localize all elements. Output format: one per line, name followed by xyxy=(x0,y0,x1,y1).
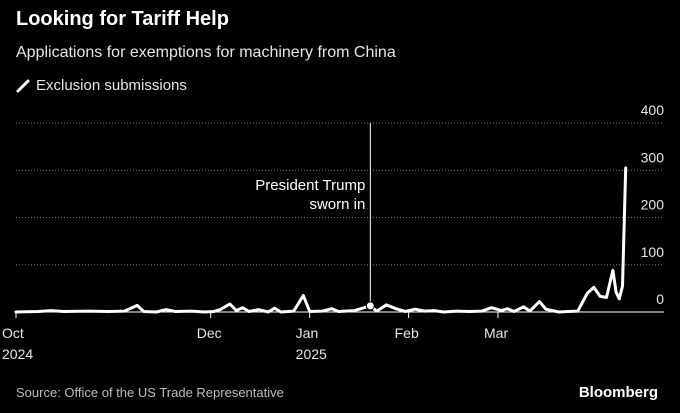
chart-subtitle: Applications for exemptions for machiner… xyxy=(16,44,396,61)
annotation-text: President Trump xyxy=(255,177,365,194)
y-tick-label: 100 xyxy=(641,244,665,260)
y-tick-label: 0 xyxy=(656,291,664,307)
bloomberg-logo: Bloomberg xyxy=(578,384,658,401)
x-tick-label: Jan xyxy=(296,325,319,341)
x-tick-label: Oct xyxy=(2,325,24,341)
source-note: Source: Office of the US Trade Represent… xyxy=(16,385,284,400)
annotation-text: sworn in xyxy=(309,196,365,213)
y-tick-label: 200 xyxy=(641,197,665,213)
chart-title: Looking for Tariff Help xyxy=(16,8,229,30)
y-tick-label: 300 xyxy=(641,149,665,165)
x-tick-sublabel: 2025 xyxy=(296,346,327,362)
x-tick-label: Feb xyxy=(395,325,419,341)
x-tick-label: Dec xyxy=(197,325,222,341)
annotation-marker xyxy=(365,301,375,311)
legend-label: Exclusion submissions xyxy=(36,77,187,94)
x-tick-sublabel: 2024 xyxy=(2,346,33,362)
chart-legend: Exclusion submissions xyxy=(16,77,187,94)
line-swatch-icon xyxy=(16,79,30,92)
x-tick-label: Mar xyxy=(484,325,508,341)
y-tick-label: 400 xyxy=(641,102,665,118)
